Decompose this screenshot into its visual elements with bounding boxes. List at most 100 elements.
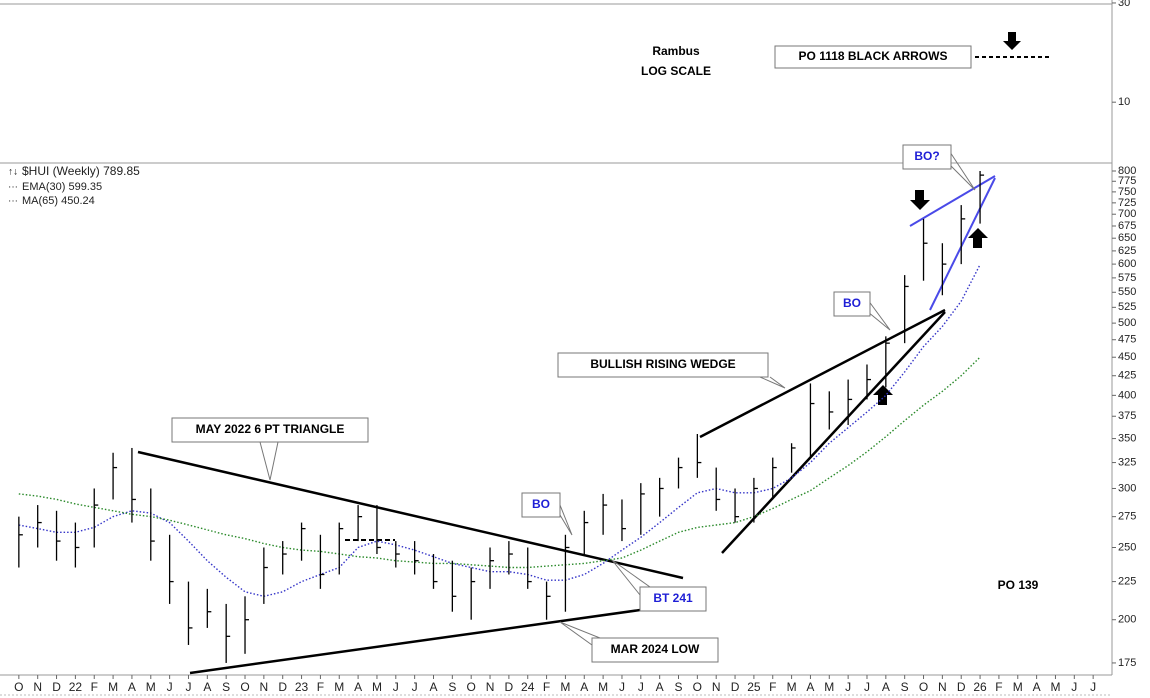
price-bar xyxy=(979,170,985,224)
legend-icon: ··· xyxy=(8,196,18,207)
annotation: Rambus xyxy=(652,44,700,58)
x-tick-label: J xyxy=(412,680,418,694)
y-tick-label: 775 xyxy=(1118,175,1136,187)
x-tick-label: N xyxy=(260,680,269,694)
price-bar xyxy=(960,205,966,265)
annotation: MAY 2022 6 PT TRIANGLE xyxy=(196,422,345,436)
x-tick-label: S xyxy=(222,680,230,694)
price-bar xyxy=(470,567,476,620)
price-bar xyxy=(508,541,513,575)
x-tick-label: N xyxy=(938,680,947,694)
y-tick-label: 550 xyxy=(1118,286,1136,298)
x-tick-label: O xyxy=(467,680,476,694)
price-bar xyxy=(206,588,212,628)
x-tick-label: J xyxy=(167,680,173,694)
x-tick-label: 24 xyxy=(521,680,535,694)
price-bar xyxy=(413,541,419,575)
price-bar xyxy=(866,364,871,400)
x-tick-label: F xyxy=(317,680,324,694)
x-tick-label: M xyxy=(598,680,608,694)
callout: MAY 2022 6 PT TRIANGLE xyxy=(171,417,369,481)
y-tick-label: 700 xyxy=(1118,208,1136,220)
x-tick-label: J xyxy=(638,680,644,694)
price-bar xyxy=(168,534,174,604)
x-tick-label: O xyxy=(693,680,702,694)
y-tick-label: 525 xyxy=(1118,301,1136,313)
price-bar xyxy=(753,477,758,523)
price-bar xyxy=(659,477,664,517)
trendline xyxy=(929,177,996,311)
x-tick-label: M xyxy=(560,680,570,694)
x-tick-label: A xyxy=(656,680,664,694)
price-bar xyxy=(225,603,231,663)
annotation: BO xyxy=(532,497,550,511)
x-tick-label: D xyxy=(957,680,966,694)
x-tick-label: S xyxy=(901,680,909,694)
price-bar xyxy=(282,541,287,575)
price-bar xyxy=(357,505,363,542)
x-tick-label: O xyxy=(14,680,23,694)
y-tick-label: 650 xyxy=(1118,232,1136,244)
legend-entry: $HUI (Weekly) 789.85 xyxy=(22,164,140,178)
x-tick-label: 22 xyxy=(69,680,83,694)
price-bar xyxy=(112,452,118,500)
x-tick-label: J xyxy=(393,680,399,694)
x-tick-label: M xyxy=(108,680,118,694)
y-tick-label: 750 xyxy=(1118,186,1136,198)
price-bar xyxy=(150,488,155,561)
x-tick-label: A xyxy=(354,680,362,694)
x-tick-label: M xyxy=(1050,680,1060,694)
price-bar xyxy=(187,581,193,645)
annotation: BO? xyxy=(914,149,939,163)
trendline xyxy=(909,175,996,227)
annotation: PO 139 xyxy=(998,578,1039,592)
annotation: BO xyxy=(843,296,861,310)
x-tick-label: D xyxy=(52,680,61,694)
x-tick-label: J xyxy=(185,680,191,694)
x-tick-label: M xyxy=(334,680,344,694)
price-bar xyxy=(621,499,626,542)
trendline xyxy=(721,311,946,554)
x-tick-label: A xyxy=(128,680,136,694)
annotation: MAR 2024 LOW xyxy=(611,642,700,656)
price-bar xyxy=(847,379,853,425)
line-series xyxy=(18,356,981,569)
annotation: BULLISH RISING WEDGE xyxy=(590,357,735,371)
x-tick-label: A xyxy=(882,680,890,694)
y-tick-label: 800 xyxy=(1118,165,1136,177)
x-tick-label: 25 xyxy=(747,680,761,694)
price-bar xyxy=(489,547,495,589)
price-bar xyxy=(338,522,344,575)
price-bar xyxy=(564,534,570,612)
annotation: LOG SCALE xyxy=(641,64,711,78)
callout: MAR 2024 LOW xyxy=(559,621,719,663)
price-bar xyxy=(37,505,42,548)
price-bar xyxy=(18,516,23,568)
x-tick-label: 26 xyxy=(973,680,987,694)
price-bar xyxy=(640,483,645,535)
x-tick-label: A xyxy=(806,680,814,694)
x-tick-label: S xyxy=(675,680,683,694)
x-tick-label: F xyxy=(769,680,776,694)
callout: BO xyxy=(833,291,891,331)
x-tick-label: M xyxy=(146,680,156,694)
y-tick-label: 275 xyxy=(1118,511,1136,523)
x-tick-label: N xyxy=(712,680,721,694)
price-bar xyxy=(93,488,99,548)
y-tick-label: 200 xyxy=(1118,614,1136,626)
price-bar xyxy=(734,488,740,523)
y-tick-label: 175 xyxy=(1118,657,1136,669)
x-tick-label: M xyxy=(372,680,382,694)
x-tick-label: F xyxy=(543,680,550,694)
y-tick-label: 225 xyxy=(1118,575,1136,587)
price-bar xyxy=(583,510,589,555)
price-bar xyxy=(904,275,909,344)
price-bar xyxy=(828,391,834,430)
arrow-up xyxy=(968,228,988,248)
price-bar xyxy=(885,336,890,388)
price-bar xyxy=(545,581,551,620)
price-bar xyxy=(451,560,457,612)
y-tick-label: 250 xyxy=(1118,541,1136,553)
x-tick-label: O xyxy=(919,680,928,694)
